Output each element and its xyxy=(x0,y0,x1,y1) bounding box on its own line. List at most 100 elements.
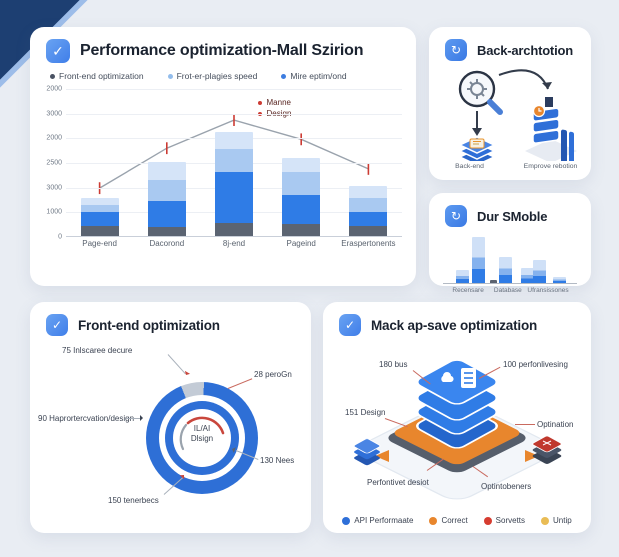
improve-label: Emprove rebotion xyxy=(523,163,578,170)
y-axis-tick: 2500 xyxy=(46,159,62,167)
isometric-illustration: 180 bus 100 perfonlivesing 151 Design Op… xyxy=(323,338,591,503)
legend-dot-icon xyxy=(167,73,173,79)
mack-card: ✓ Mack ap-save optimization xyxy=(323,302,591,533)
legend-dot-icon xyxy=(541,516,550,525)
point-legend: Manne Design xyxy=(257,97,292,120)
bar-segment xyxy=(282,194,321,225)
bar-segment xyxy=(215,132,253,149)
mack-callout-perf: Perfontivet desiot xyxy=(367,478,429,487)
chart-plot-area: Manne Design xyxy=(66,89,402,237)
mini-chart-label: Recensare xyxy=(452,287,484,294)
orange-arrow-right-icon xyxy=(525,450,539,462)
x-axis-label: Eraspertonents xyxy=(341,239,396,248)
point-legend-label: Design xyxy=(267,109,292,120)
magnifier-gear-icon xyxy=(458,70,503,115)
legend-item: Mire eptim/ond xyxy=(281,71,347,81)
frontend-card-header: ✓ Front-end optimization xyxy=(30,302,311,338)
mini-bar xyxy=(489,280,497,283)
bar-segment xyxy=(349,185,388,198)
mini-chart-label: Ufransissones xyxy=(527,287,569,294)
frontend-card: ✓ Front-end optimization IL/AI Dlsign 75… xyxy=(30,302,311,533)
chart-legend: Front-end optimization Frot-er-plagies sp… xyxy=(30,65,416,81)
donut-callout-150: 150 tenerbecs xyxy=(108,496,159,505)
gauge-arc xyxy=(179,416,225,451)
bar-segment xyxy=(349,212,388,226)
bar-segment xyxy=(147,227,186,236)
server-tower-icon xyxy=(525,97,577,161)
mini-bar xyxy=(456,269,470,283)
bar-segment xyxy=(80,212,119,226)
legend-label: API Performaate xyxy=(354,516,414,525)
bar-segment xyxy=(215,172,253,223)
mini-bar xyxy=(552,276,566,283)
donut-callout-75: 75 Inlscaree decure xyxy=(62,346,133,355)
mini-chart-labels: Recensare Database Ufransissones xyxy=(443,287,577,299)
mobile-card: ↻ Dur SMoble Recensare Database Ufransisso… xyxy=(429,193,591,294)
cloud-icon xyxy=(441,372,454,383)
legend-dot-icon xyxy=(429,516,438,525)
performance-card: ✓ Performance optimization-Mall Szirion … xyxy=(30,27,416,286)
blue-tower-icon xyxy=(416,359,498,449)
orange-arrow-left-icon xyxy=(375,450,389,462)
y-axis-tick: 2000 xyxy=(46,85,62,93)
curved-arrow-icon xyxy=(498,69,552,90)
back-card-header: ↻ Back-archtotion xyxy=(429,27,591,63)
legend-item: Correct xyxy=(429,516,468,525)
performance-card-header: ✓ Performance optimization-Mall Szirion xyxy=(30,27,416,65)
y-axis-tick: 1000 xyxy=(46,208,62,216)
x-axis-label: Pageind xyxy=(286,239,316,248)
mobile-card-header: ↻ Dur SMoble xyxy=(429,193,591,229)
legend-label: Untip xyxy=(553,516,572,525)
mack-callout-optination: Optination xyxy=(537,420,574,429)
y-axis-tick: 0 xyxy=(58,233,62,241)
x-axis-labels: Page-end Dacorond 8j-end Pageind Eraspertone… xyxy=(66,239,402,255)
bar-segment xyxy=(147,200,186,228)
mini-bar xyxy=(472,237,486,283)
bar-segment xyxy=(80,197,119,205)
mack-callout-151: 151 Design xyxy=(345,408,386,417)
x-axis-label: 8j-end xyxy=(222,239,246,248)
cycle-icon: ↻ xyxy=(445,39,467,61)
y-axis-tick: 2000 xyxy=(46,134,62,142)
bar-segment xyxy=(282,224,321,236)
mack-card-header: ✓ Mack ap-save optimization xyxy=(323,302,591,338)
point-legend-label: Manne xyxy=(266,97,291,107)
checkbox-check-icon: ✓ xyxy=(46,314,68,336)
stacked-bar xyxy=(282,157,321,236)
checkbox-check-icon: ✓ xyxy=(339,314,361,336)
bar-segment xyxy=(349,197,388,213)
legend-label: Correct xyxy=(441,516,468,525)
mack-callout-180: 180 bus xyxy=(379,360,408,369)
red-dot-icon xyxy=(257,101,262,106)
bar-segment xyxy=(282,172,321,195)
leader-line xyxy=(515,424,535,425)
bar-segment xyxy=(80,204,119,213)
performance-card-title: Performance optimization-Mall Szirion xyxy=(80,42,364,59)
red-stack-icon xyxy=(532,435,562,464)
donut-center-line2: Dlsign xyxy=(190,434,214,444)
y-axis-tick: 3000 xyxy=(46,184,62,192)
bar-segment xyxy=(282,157,321,173)
donut-callout-130: 130 Nees xyxy=(260,456,295,465)
back-card-title: Back-archtotion xyxy=(477,42,573,58)
backend-illustration xyxy=(458,69,577,161)
mobile-card-title: Dur SMoble xyxy=(477,208,548,224)
bar-segment xyxy=(349,225,388,236)
donut-chart: IL/AI Dlsign 75 Inlscaree decure 28 pero… xyxy=(30,338,311,530)
leader-line xyxy=(126,418,142,419)
back-end-label: Back-end xyxy=(455,163,484,170)
leader-line xyxy=(227,378,253,389)
legend-dot-icon xyxy=(50,73,55,79)
bar-segment xyxy=(215,222,253,236)
legend-dot-icon xyxy=(483,516,492,525)
donut-callout-28: 28 peroGn xyxy=(254,370,292,379)
x-axis-line xyxy=(66,236,402,237)
checkbox-check-icon: ✓ xyxy=(46,39,70,63)
stacked-bar-line-chart: 2000 3000 2000 2500 3000 1000 0 Manne Design xyxy=(40,85,402,241)
legend-item: Front-end optimization xyxy=(50,71,144,81)
tower-illustration xyxy=(353,359,562,500)
gridline xyxy=(66,89,402,90)
small-cube-icon xyxy=(353,438,381,466)
mack-card-title: Mack ap-save optimization xyxy=(371,317,538,333)
